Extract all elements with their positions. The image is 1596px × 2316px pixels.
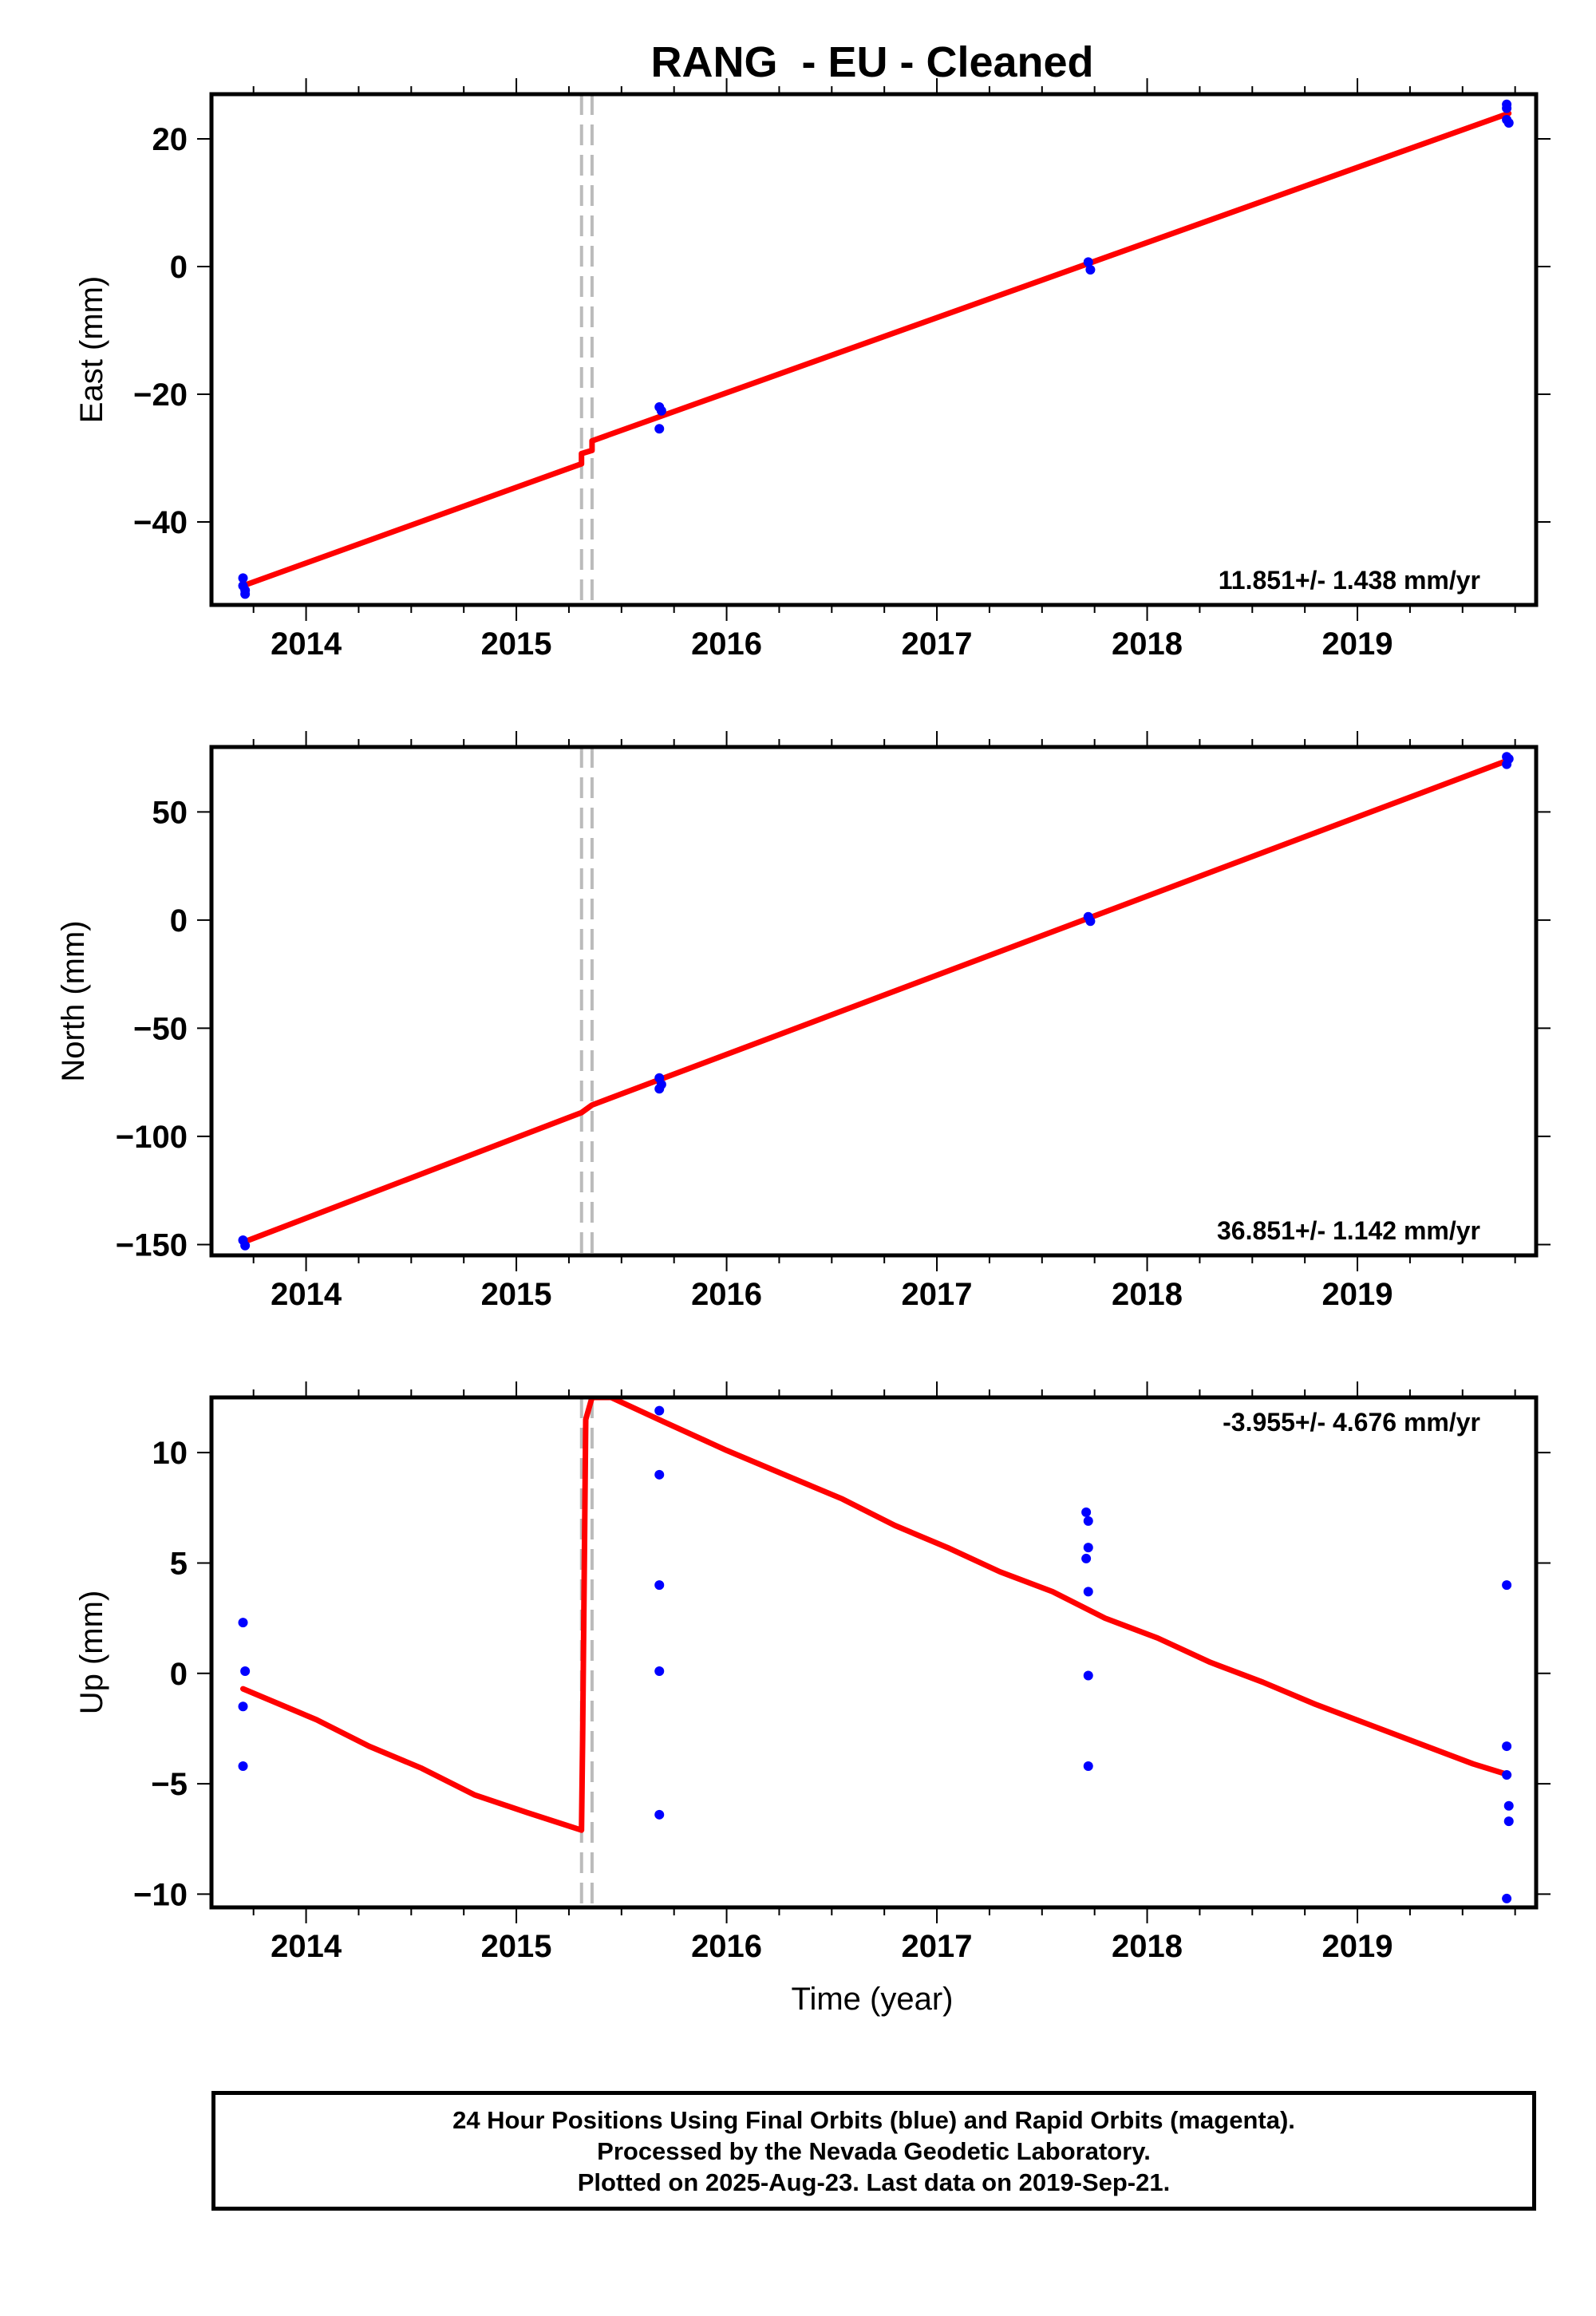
data-point [1502,1580,1512,1591]
y-tick-label: −50 [133,1011,188,1046]
data-point [1081,1507,1092,1517]
x-tick-label: 2014 [271,1929,342,1964]
chart-title: RANG - EU - Cleaned [650,38,1093,86]
data-point [238,1618,248,1628]
x-tick-label: 2016 [691,1277,762,1312]
y-tick-label: 0 [170,250,188,285]
y-axis-label: North (mm) [56,920,91,1081]
footer-box: 24 Hour Positions Using Final Orbits (bl… [211,2091,1536,2211]
x-axis-label: Time (year) [792,1982,954,2017]
rate-annotation: 11.851+/- 1.438 mm/yr [1219,566,1480,595]
footer-line-2: Processed by the Nevada Geodetic Laborat… [597,2136,1151,2165]
x-tick-label: 2019 [1322,1929,1393,1964]
y-tick-label: 20 [152,122,188,157]
data-point [654,1809,665,1820]
data-point [1502,1893,1512,1903]
plot-area [238,752,1514,1251]
data-point [1085,916,1096,927]
plot-frame [209,745,1539,1258]
data-point [654,1580,665,1591]
x-tick-label: 2018 [1112,1929,1183,1964]
data-point [240,589,251,599]
data-point [1502,752,1512,762]
data-point [654,1084,665,1094]
data-point [1083,1761,1093,1771]
y-axis-label: Up (mm) [74,1591,109,1715]
rate-annotation: 36.851+/- 1.142 mm/yr [1217,1216,1480,1245]
y-tick-label: 10 [152,1436,188,1471]
data-point [1085,265,1096,275]
trend-fit-line [240,757,1512,1246]
panels: 2014 2015 2016 2017 2018 2019 20 0 −20 −40 East (m… [56,78,1551,1964]
y-tick-label: 0 [170,1657,188,1692]
x-tick-label: 2014 [271,1277,342,1312]
data-point [654,1469,665,1480]
data-point [1083,257,1093,267]
data-point [1083,1516,1093,1526]
plot-area [238,1397,1514,1903]
x-tick-label: 2018 [1112,1277,1183,1312]
y-tick-label: 50 [152,795,188,830]
data-point [1502,1741,1512,1752]
footer-line-1: 24 Hour Positions Using Final Orbits (bl… [452,2105,1295,2134]
x-tick-label: 2015 [481,1277,552,1312]
data-point [238,573,248,583]
data-point [654,424,665,434]
panel-3: 2014 2015 2016 2017 2018 2019 10 5 0 −5 −10 Up (mm)… [74,1381,1551,1964]
trend-fit-line [240,1397,1512,1833]
x-tick-label: 2019 [1322,626,1393,662]
x-tick-label: 2014 [271,626,342,662]
footer-line-3: Plotted on 2025-Aug-23. Last data on 201… [577,2168,1171,2196]
data-point [1083,1587,1093,1597]
x-tick-label: 2015 [481,1929,552,1964]
y-tick-label: −100 [116,1120,188,1155]
data-point [654,1405,665,1416]
y-tick-label: −150 [116,1227,188,1263]
y-tick-label: −40 [133,505,188,540]
data-point [1503,118,1514,128]
data-point [240,1240,251,1251]
data-point [1081,1553,1092,1563]
data-point [1503,1800,1514,1811]
x-tick-label: 2015 [481,626,552,662]
plot-frame [209,1395,1539,1910]
data-point [1502,103,1512,113]
x-tick-label: 2017 [902,626,973,662]
data-point [1502,1770,1512,1780]
data-point [238,1761,248,1771]
x-tick-label: 2019 [1322,1277,1393,1312]
plot-frame [209,92,1539,607]
y-tick-label: 5 [170,1546,188,1581]
panel-1: 2014 2015 2016 2017 2018 2019 20 0 −20 −40 East (m… [74,78,1551,662]
y-axis-label: East (mm) [74,276,109,423]
x-tick-label: 2016 [691,626,762,662]
data-point [654,1666,665,1677]
data-point [1083,1543,1093,1553]
y-tick-label: −5 [151,1767,188,1802]
data-point [656,405,666,416]
y-tick-label: −10 [133,1877,188,1912]
plot-area [238,99,1514,599]
rate-annotation: -3.955+/- 4.676 mm/yr [1223,1408,1480,1437]
data-point [1083,1670,1093,1681]
data-point [240,1666,251,1677]
y-tick-label: 0 [170,903,188,939]
trend-fit-line [240,110,1512,589]
x-tick-label: 2017 [902,1277,973,1312]
data-point [238,1701,248,1712]
x-tick-label: 2017 [902,1929,973,1964]
x-tick-label: 2016 [691,1929,762,1964]
x-tick-label: 2018 [1112,626,1183,662]
panel-2: 2014 2015 2016 2017 2018 2019 50 0 −50 −100 −150 No… [56,731,1551,1312]
data-point [1503,1816,1514,1827]
y-tick-label: −20 [133,377,188,413]
